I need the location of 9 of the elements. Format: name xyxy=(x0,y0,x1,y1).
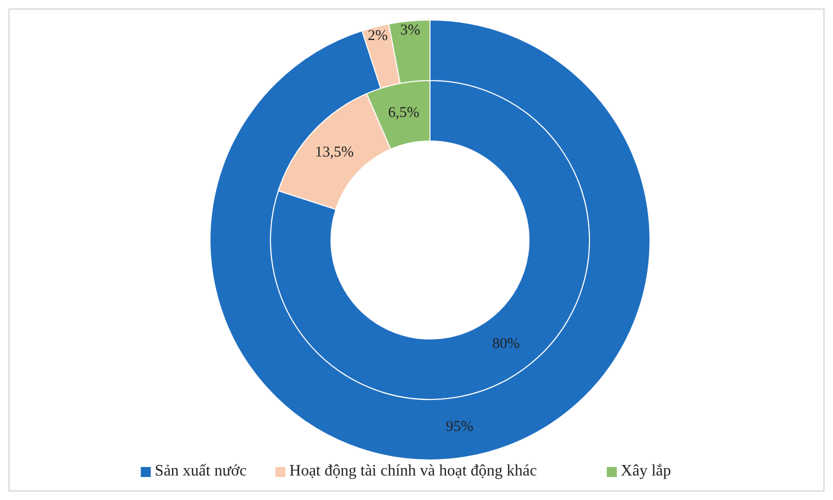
legend-label: Hoạt động tài chính và hoạt động khác xyxy=(289,462,537,480)
legend-label: Xây lắp xyxy=(620,462,672,480)
data-label: 95% xyxy=(446,418,474,435)
legend-label: Sản xuất nước xyxy=(154,462,247,480)
data-label: 80% xyxy=(492,336,520,352)
data-label: 3% xyxy=(400,22,420,38)
data-label: 13,5% xyxy=(315,144,354,160)
data-label: 6,5% xyxy=(388,104,420,121)
data-label: 2% xyxy=(368,28,388,44)
